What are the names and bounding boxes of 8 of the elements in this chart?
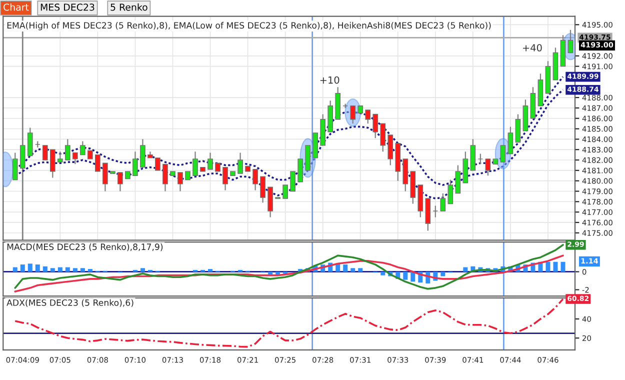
text: 5 Renko bbox=[110, 3, 148, 11]
annotation: +40 bbox=[522, 44, 542, 52]
chart-title: MACD(MES DEC23 (5 Renko),8,17,9) bbox=[7, 243, 163, 252]
annotation: +10 bbox=[320, 76, 340, 84]
text: Chart bbox=[4, 3, 29, 11]
text: MES DEC23 bbox=[40, 4, 94, 11]
text: EMA(High of MES DEC23 (5 Renko),8), EMA(Low of MES DEC23 (5 Renko),8), HeikenAshi8(MES DEC23 (5 Renko)) bbox=[7, 22, 491, 30]
chart-title: ADX(MES DEC23 (5 Renko),6) bbox=[6, 299, 134, 307]
